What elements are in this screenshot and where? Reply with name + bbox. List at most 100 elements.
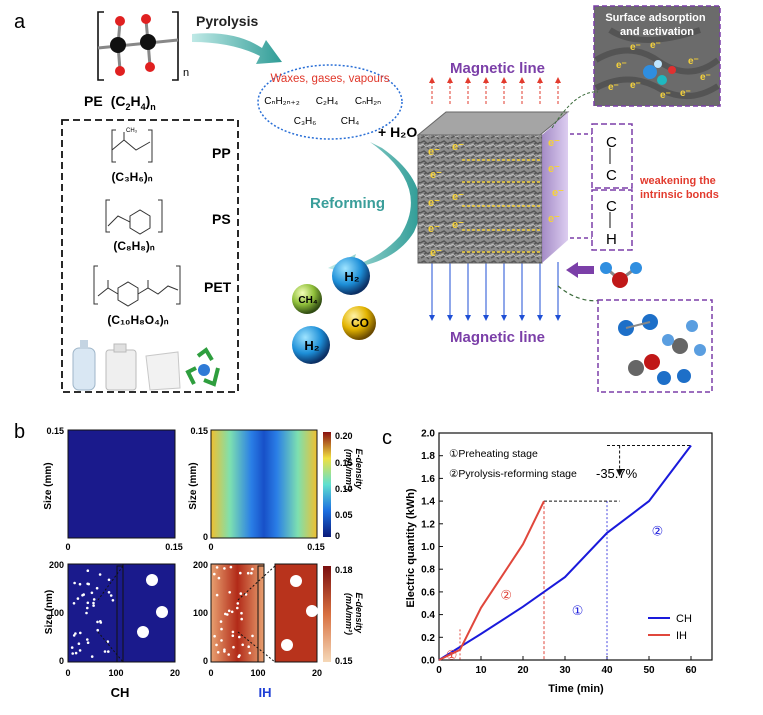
inset-connector-arrow (551, 91, 599, 129)
particle (99, 620, 102, 623)
magnetic-line-top: Magnetic line (450, 60, 545, 77)
electron-5: e⁻ (428, 223, 440, 235)
plastics-box (61, 119, 239, 393)
bottom-left-xtick-0: 0 (65, 668, 70, 678)
bond-atom-h: H (606, 231, 617, 248)
inset-electron-4: e⁻ (630, 80, 641, 91)
particle (87, 582, 90, 586)
particle (71, 652, 74, 655)
particle (219, 620, 223, 623)
particle (86, 569, 90, 572)
h2-ball-label: H₂ (344, 269, 359, 284)
top-colorbar-tick-020: 0.20 (335, 431, 353, 441)
bond-atom-c1: C (606, 134, 617, 151)
particle (251, 634, 254, 638)
top-colorbar-tick-015: 0.15 (335, 458, 353, 468)
top-colorbar-label-line-2: (mA/mm²) (344, 449, 354, 491)
particle (95, 586, 99, 590)
products-title: Waxes, gases, vapours (270, 73, 389, 85)
x-tick-label: 60 (685, 665, 697, 676)
particle (231, 634, 235, 637)
top-left-xtick-0: 0 (65, 542, 70, 552)
foam-cube (416, 111, 570, 264)
bottom-right-ytick-0: 0 (203, 656, 208, 666)
particle (90, 655, 94, 658)
ch-particles (70, 569, 115, 658)
particle (238, 654, 241, 657)
electron-8: e⁻ (548, 137, 560, 149)
particle (213, 634, 216, 638)
particle (238, 635, 241, 639)
y-tick-label: 0.6 (421, 587, 435, 598)
top-left-ytick-max: 0.15 (46, 426, 64, 436)
bond-atom-c2: C (606, 167, 617, 184)
inset-electron-2: e⁻ (616, 60, 627, 71)
product-cnh2n: CₙH₂ₙ (355, 96, 381, 107)
particle (86, 638, 89, 641)
particle (92, 601, 95, 605)
particle (216, 651, 220, 654)
particle (247, 645, 250, 648)
product-ch4: CH₄ (341, 116, 360, 127)
electron-4: e⁻ (452, 191, 464, 203)
particle (240, 617, 243, 621)
pp-name: PP (212, 145, 231, 161)
y-tick-label: 1.2 (421, 519, 435, 530)
product-c2h4: C₂H₄ (316, 96, 338, 107)
bottom-left-ylabel: Size (nm) (44, 590, 55, 634)
legend-label-ch: CH (676, 613, 692, 625)
particle (213, 572, 216, 576)
particle (111, 599, 115, 602)
weakening-line-1: weakening the (639, 175, 716, 187)
particle (239, 592, 243, 595)
particle (107, 650, 110, 653)
reforming-label: Reforming (310, 195, 385, 212)
products-connector-arrow (557, 285, 603, 302)
panel-b-letter: b (14, 421, 25, 443)
bottom-right-zoom-xtick: 20 (312, 668, 322, 678)
particle (239, 571, 242, 575)
particle (96, 620, 99, 624)
particle (215, 593, 219, 597)
particle (85, 611, 88, 615)
particle (96, 628, 99, 632)
bottom-colorbar-label-line-1: E-density (354, 592, 364, 634)
surface-inset (593, 5, 721, 107)
particle (228, 591, 231, 594)
particle (232, 645, 235, 649)
ih-top-heatmap (210, 429, 318, 539)
inset-electron-8: e⁻ (660, 90, 671, 101)
panel-a-letter: a (14, 11, 26, 33)
panel-c-chart: c 0 10 20 30 40 50 60 0.0 0.2 0.4 0.6 0.8 1.0 1.2 1.4 1… (382, 427, 713, 695)
electron-10: e⁻ (552, 187, 564, 199)
particle (250, 571, 253, 575)
ch-top-heatmap (67, 429, 176, 539)
particle (215, 643, 218, 647)
particle (92, 604, 95, 607)
plastic-items-image (72, 340, 220, 391)
particle (223, 650, 226, 653)
weakening-label: weakening the intrinsic bonds (639, 175, 719, 201)
stage-mark-0: ① (446, 648, 458, 663)
ps-structure-image (105, 199, 163, 235)
particle (78, 649, 82, 652)
legend-label-ih: IH (676, 630, 687, 642)
products-ellipse (257, 64, 403, 140)
particle (72, 634, 76, 637)
bond-boxes (570, 123, 633, 251)
electron-9: e⁻ (548, 163, 560, 175)
bond-atom-c3: C (606, 198, 617, 215)
electron-0: e⁻ (428, 146, 440, 158)
particle (109, 594, 113, 597)
particle (74, 632, 77, 635)
stage-mark-2: ① (572, 604, 584, 619)
y-tick-label: 0.8 (421, 565, 435, 576)
bottom-colorbar-label: E-density (mA/mm²) (344, 592, 364, 635)
stage-mark-1: ② (500, 588, 512, 603)
x-tick-label: 10 (475, 665, 487, 676)
ch4-ball (292, 284, 322, 314)
top-left-xtick-max: 0.15 (165, 542, 183, 552)
particle (78, 582, 82, 586)
bottom-right-ytick-200: 200 (193, 560, 208, 570)
